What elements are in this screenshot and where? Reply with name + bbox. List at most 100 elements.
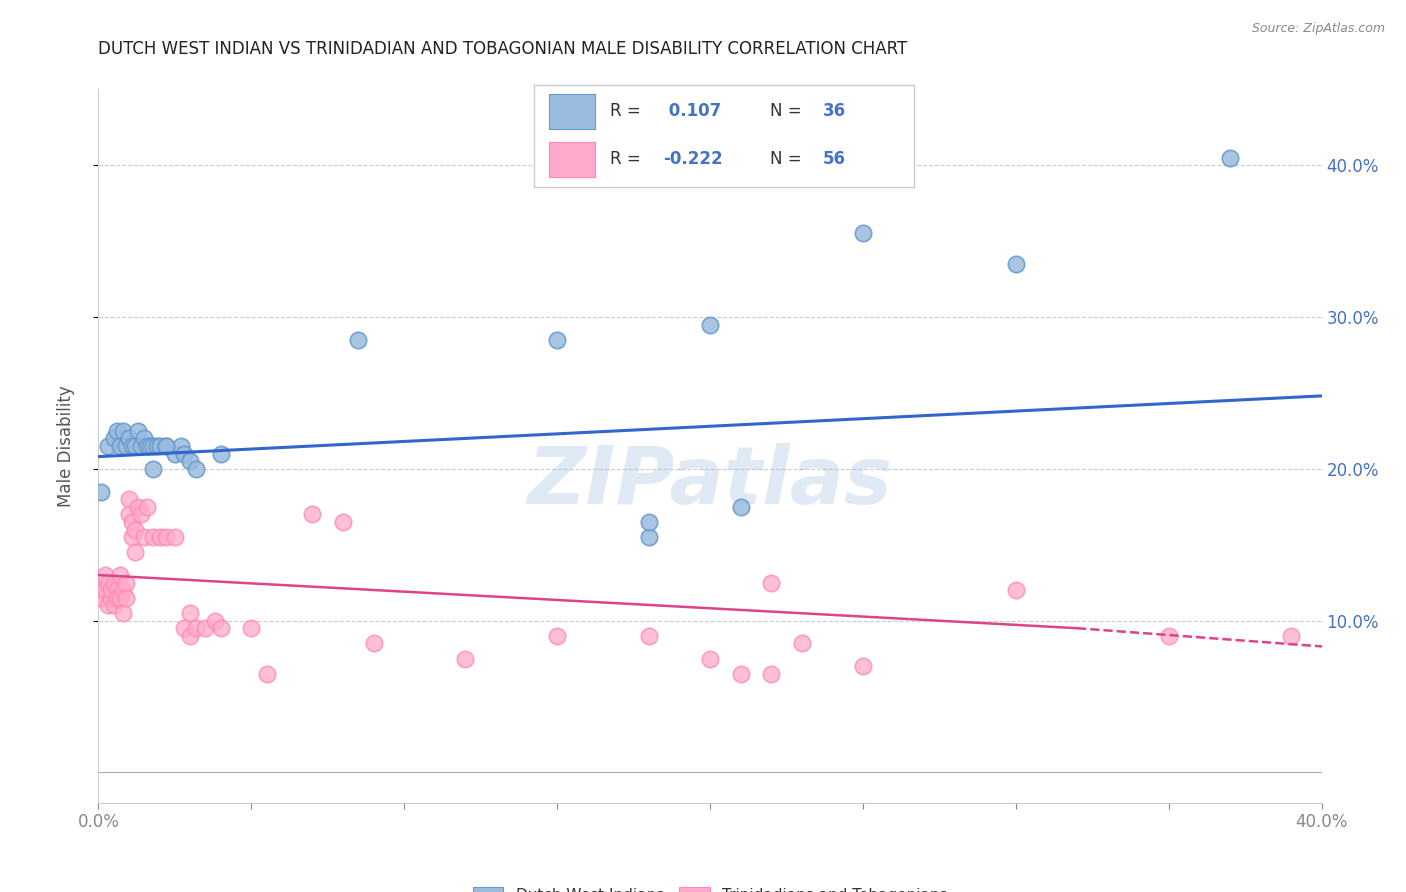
Text: Source: ZipAtlas.com: Source: ZipAtlas.com	[1251, 22, 1385, 36]
Text: R =: R =	[610, 150, 647, 168]
Point	[1157, 629, 1180, 643]
Point	[105, 424, 128, 438]
Point	[332, 515, 354, 529]
Point	[90, 583, 112, 598]
Point	[194, 621, 217, 635]
Point	[256, 666, 278, 681]
Point	[93, 583, 115, 598]
Point	[93, 568, 115, 582]
Point	[115, 575, 138, 590]
Point	[115, 439, 138, 453]
Point	[97, 439, 120, 453]
Point	[240, 621, 263, 635]
Point	[136, 500, 159, 514]
Point	[454, 651, 477, 665]
Point	[127, 424, 149, 438]
Point	[105, 583, 128, 598]
Point	[118, 508, 141, 522]
Point	[108, 591, 131, 605]
Point	[111, 606, 134, 620]
Point	[637, 515, 661, 529]
Point	[124, 439, 146, 453]
Point	[90, 591, 112, 605]
Point	[121, 515, 143, 529]
Legend: Dutch West Indians, Trinidadians and Tobagonians: Dutch West Indians, Trinidadians and Tob…	[467, 881, 953, 892]
Point	[142, 462, 165, 476]
Point	[129, 508, 152, 522]
Text: ZIPatlas: ZIPatlas	[527, 442, 893, 521]
Point	[111, 424, 134, 438]
Point	[173, 447, 195, 461]
Point	[155, 439, 177, 453]
Point	[100, 591, 122, 605]
Text: 56: 56	[823, 150, 846, 168]
Point	[637, 629, 661, 643]
Point	[105, 591, 128, 605]
Point	[121, 530, 143, 544]
Point	[204, 614, 226, 628]
Text: DUTCH WEST INDIAN VS TRINIDADIAN AND TOBAGONIAN MALE DISABILITY CORRELATION CHAR: DUTCH WEST INDIAN VS TRINIDADIAN AND TOB…	[98, 40, 908, 58]
Point	[108, 439, 131, 453]
Point	[1004, 257, 1026, 271]
Point	[90, 484, 112, 499]
Point	[790, 636, 813, 650]
Point	[170, 439, 193, 453]
Point	[546, 629, 568, 643]
Point	[139, 439, 162, 453]
Point	[129, 439, 152, 453]
Point	[108, 568, 131, 582]
Point	[97, 599, 120, 613]
Point	[852, 227, 875, 241]
Point	[730, 666, 752, 681]
Point	[173, 621, 195, 635]
Point	[699, 651, 721, 665]
Bar	[550, 94, 595, 128]
Text: N =: N =	[769, 103, 807, 120]
Point	[97, 575, 120, 590]
Point	[127, 500, 149, 514]
Point	[179, 606, 201, 620]
Point	[179, 629, 201, 643]
Point	[155, 439, 177, 453]
Point	[852, 659, 875, 673]
Point	[209, 447, 232, 461]
Point	[637, 530, 661, 544]
Text: R =: R =	[610, 103, 647, 120]
Point	[149, 530, 172, 544]
Point	[699, 318, 721, 332]
Point	[100, 583, 122, 598]
Point	[118, 431, 141, 445]
Point	[103, 599, 125, 613]
Point	[186, 621, 208, 635]
Point	[163, 530, 186, 544]
Point	[103, 431, 125, 445]
Point	[363, 636, 385, 650]
Point	[759, 575, 782, 590]
Point	[103, 575, 125, 590]
Text: N =: N =	[769, 150, 807, 168]
Text: -0.222: -0.222	[664, 150, 723, 168]
Point	[134, 530, 156, 544]
Point	[155, 530, 177, 544]
Point	[546, 333, 568, 347]
Point	[301, 508, 323, 522]
Point	[124, 523, 146, 537]
Point	[111, 583, 134, 598]
Point	[121, 439, 143, 453]
Point	[1279, 629, 1302, 643]
Point	[115, 591, 138, 605]
Text: 0.107: 0.107	[664, 103, 721, 120]
Point	[142, 530, 165, 544]
Point	[347, 333, 370, 347]
Text: 36: 36	[823, 103, 846, 120]
Point	[209, 621, 232, 635]
Point	[1004, 583, 1026, 598]
Point	[730, 500, 752, 514]
Point	[759, 666, 782, 681]
Point	[149, 439, 172, 453]
Point	[186, 462, 208, 476]
Point	[134, 431, 156, 445]
Y-axis label: Male Disability: Male Disability	[56, 385, 75, 507]
Point	[179, 454, 201, 468]
Point	[118, 492, 141, 507]
